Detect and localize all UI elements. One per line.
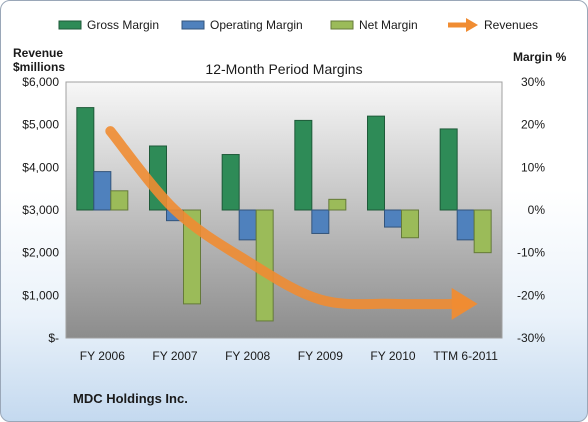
- bar-operating-margin: [384, 209, 402, 228]
- bar-gross-margin: [221, 154, 240, 211]
- company-name: MDC Holdings Inc.: [73, 391, 188, 406]
- bar-operating-margin: [311, 209, 330, 234]
- category-label: FY 2010: [370, 349, 415, 363]
- left-tick-label: $6,000: [22, 75, 59, 89]
- right-tick-label: 0%: [528, 203, 546, 217]
- legend-label: Net Margin: [359, 18, 418, 32]
- bar-operating-margin: [238, 209, 257, 241]
- right-tick-label: 10%: [521, 160, 545, 174]
- left-axis-title-line2: $millions: [13, 60, 65, 74]
- bar-operating-margin: [456, 209, 475, 241]
- left-tick-label: $4,000: [22, 160, 59, 174]
- left-axis-title-line1: Revenue: [13, 46, 63, 60]
- legend-swatch-arrowhead: [466, 18, 478, 32]
- bar-gross-margin: [76, 107, 95, 211]
- category-label: FY 2007: [152, 349, 197, 363]
- legend-swatch: [330, 20, 354, 30]
- bar-gross-margin: [367, 115, 385, 211]
- left-tick-label: $1,000: [22, 288, 59, 302]
- right-tick-label: 30%: [521, 75, 545, 89]
- left-tick-label: $5,000: [22, 118, 59, 132]
- right-tick-label: 20%: [521, 118, 545, 132]
- category-label: TTM 6-2011: [433, 349, 498, 363]
- bar-net-margin: [401, 209, 419, 239]
- legend-label: Revenues: [484, 18, 538, 32]
- legend-label: Gross Margin: [87, 18, 159, 32]
- bar-operating-margin: [93, 171, 112, 211]
- category-label: FY 2009: [298, 349, 343, 363]
- category-label: FY 2006: [80, 349, 125, 363]
- plot-area: [65, 81, 503, 339]
- legend-swatch: [181, 20, 205, 30]
- right-axis-title: Margin %: [513, 50, 567, 64]
- bar-net-margin: [328, 198, 347, 211]
- right-tick-label: -20%: [517, 288, 545, 302]
- left-tick-label: $3,000: [22, 203, 59, 217]
- left-tick-label: $2,000: [22, 246, 59, 260]
- bar-net-margin: [473, 209, 492, 254]
- left-tick-label: $-: [48, 331, 59, 345]
- bar-gross-margin: [439, 128, 458, 211]
- bar-net-margin: [110, 190, 129, 211]
- chart-title: 12-Month Period Margins: [205, 61, 362, 77]
- revenue-arrow-head: [451, 287, 478, 320]
- bar-gross-margin: [294, 119, 313, 211]
- right-tick-label: -10%: [517, 246, 545, 260]
- right-tick-label: -30%: [517, 331, 545, 345]
- legend-label: Operating Margin: [210, 18, 303, 32]
- legend-swatch: [58, 20, 82, 30]
- revenue-arrow-line: [105, 126, 471, 310]
- category-label: FY 2008: [225, 349, 270, 363]
